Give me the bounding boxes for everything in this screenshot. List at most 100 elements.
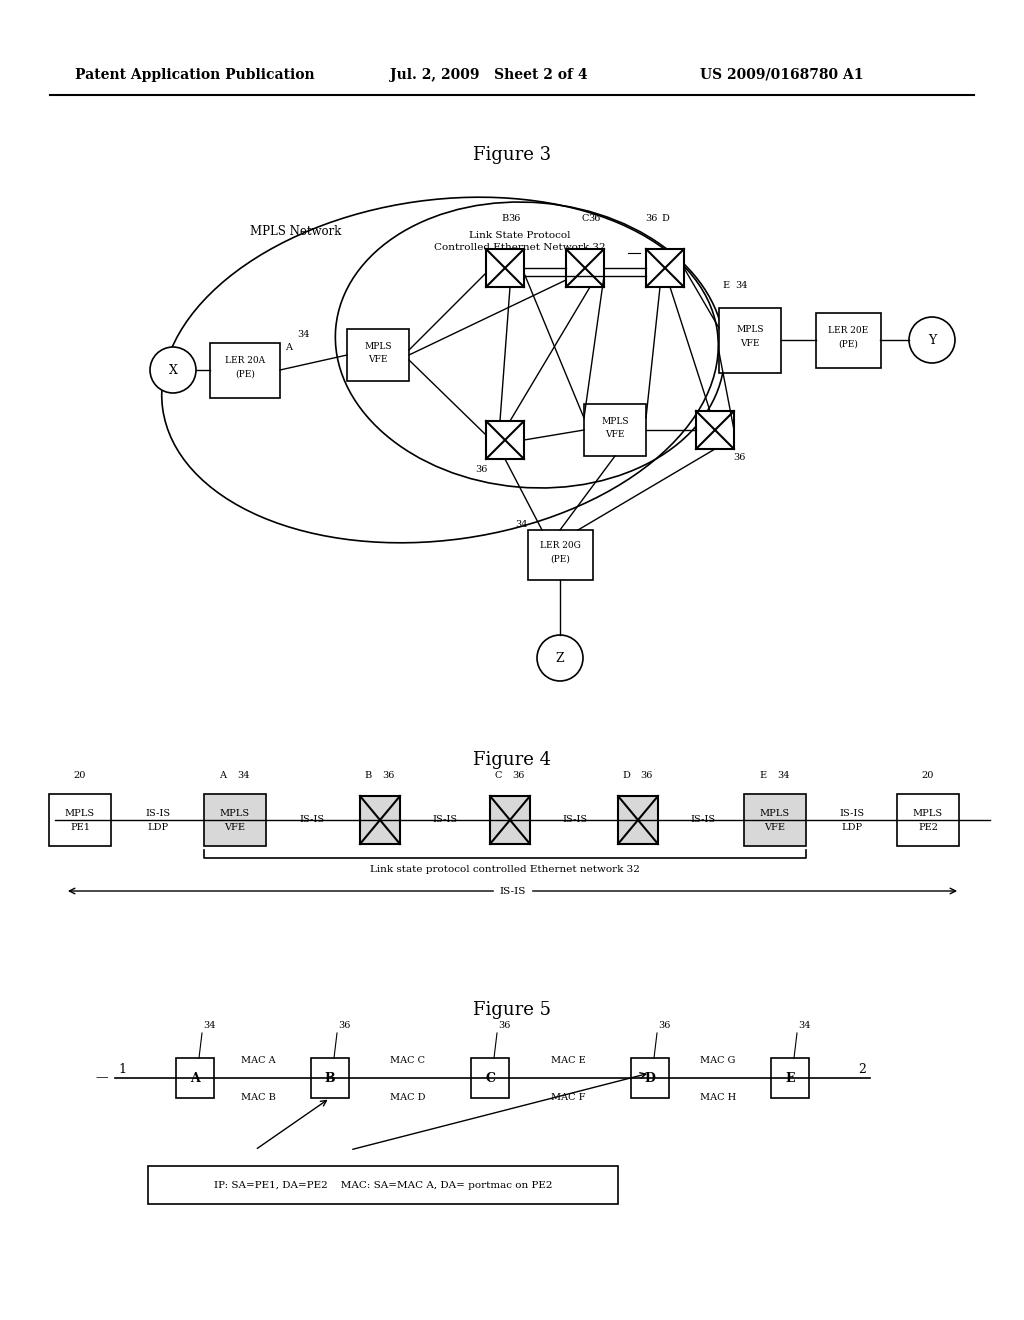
Text: 36: 36 <box>512 771 524 780</box>
Text: LER 20A: LER 20A <box>225 356 265 366</box>
Text: Y: Y <box>928 334 936 346</box>
Text: IS-IS: IS-IS <box>562 816 588 825</box>
Text: MAC A: MAC A <box>241 1056 275 1065</box>
Text: D: D <box>644 1072 655 1085</box>
FancyBboxPatch shape <box>486 421 524 459</box>
FancyBboxPatch shape <box>527 531 593 579</box>
Text: 36: 36 <box>498 1020 510 1030</box>
Text: Figure 4: Figure 4 <box>473 751 551 770</box>
Text: LER 20E: LER 20E <box>827 326 868 335</box>
Text: IS-IS: IS-IS <box>690 816 716 825</box>
Ellipse shape <box>537 635 583 681</box>
FancyBboxPatch shape <box>210 342 280 397</box>
Text: US 2009/0168780 A1: US 2009/0168780 A1 <box>700 69 863 82</box>
Ellipse shape <box>150 347 196 393</box>
Text: C: C <box>495 771 502 780</box>
FancyBboxPatch shape <box>646 249 684 286</box>
Text: 34: 34 <box>735 281 748 290</box>
Text: D: D <box>662 214 669 223</box>
Text: VFE: VFE <box>224 822 246 832</box>
Text: IS-IS: IS-IS <box>500 887 525 895</box>
Text: LER 20G: LER 20G <box>540 541 581 550</box>
FancyBboxPatch shape <box>311 1059 349 1098</box>
FancyBboxPatch shape <box>490 796 530 843</box>
Text: MAC H: MAC H <box>699 1093 736 1102</box>
FancyBboxPatch shape <box>618 796 658 843</box>
Text: D: D <box>622 771 630 780</box>
Text: B: B <box>502 214 509 223</box>
Text: Jul. 2, 2009   Sheet 2 of 4: Jul. 2, 2009 Sheet 2 of 4 <box>390 69 588 82</box>
Text: VFE: VFE <box>765 822 785 832</box>
Text: 36: 36 <box>645 214 657 223</box>
Text: MPLS: MPLS <box>913 808 943 817</box>
Text: MAC F: MAC F <box>551 1093 586 1102</box>
FancyBboxPatch shape <box>347 329 409 381</box>
Text: B: B <box>325 1072 335 1085</box>
FancyBboxPatch shape <box>176 1059 214 1098</box>
Text: IS-IS: IS-IS <box>299 816 325 825</box>
Text: MPLS: MPLS <box>365 342 392 351</box>
Text: E: E <box>785 1072 795 1085</box>
FancyBboxPatch shape <box>696 411 734 449</box>
Text: MAC D: MAC D <box>390 1093 426 1102</box>
Text: 2: 2 <box>858 1063 866 1076</box>
Text: IS-IS: IS-IS <box>432 816 458 825</box>
Text: IS-IS: IS-IS <box>145 808 171 817</box>
Text: MPLS Network: MPLS Network <box>250 224 341 238</box>
Text: 36: 36 <box>640 771 652 780</box>
Text: B: B <box>365 771 372 780</box>
Text: PE1: PE1 <box>70 822 90 832</box>
Text: A: A <box>219 771 226 780</box>
Text: Figure 3: Figure 3 <box>473 147 551 164</box>
Text: VFE: VFE <box>369 355 388 364</box>
FancyBboxPatch shape <box>815 313 881 367</box>
Text: MAC G: MAC G <box>700 1056 735 1065</box>
Text: (PE): (PE) <box>550 554 570 564</box>
Text: 36: 36 <box>508 214 520 223</box>
FancyBboxPatch shape <box>771 1059 809 1098</box>
Text: (PE): (PE) <box>838 341 858 348</box>
Text: VFE: VFE <box>740 339 760 348</box>
Text: 36: 36 <box>658 1020 671 1030</box>
FancyBboxPatch shape <box>566 249 604 286</box>
Text: IP: SA=PE1, DA=PE2    MAC: SA=MAC A, DA= portmac on PE2: IP: SA=PE1, DA=PE2 MAC: SA=MAC A, DA= po… <box>214 1180 552 1189</box>
Text: PE2: PE2 <box>918 822 938 832</box>
Text: MPLS: MPLS <box>601 417 629 426</box>
Text: —: — <box>96 1072 109 1085</box>
Text: 36: 36 <box>733 453 745 462</box>
Text: 1: 1 <box>118 1063 126 1076</box>
Text: MPLS: MPLS <box>65 808 95 817</box>
Text: MAC C: MAC C <box>390 1056 426 1065</box>
FancyBboxPatch shape <box>744 795 806 846</box>
Text: 36: 36 <box>588 214 600 223</box>
Text: IS-IS: IS-IS <box>840 808 864 817</box>
Text: 36: 36 <box>475 465 487 474</box>
Text: C: C <box>485 1072 495 1085</box>
Text: MPLS: MPLS <box>736 325 764 334</box>
Text: A: A <box>285 343 292 352</box>
FancyBboxPatch shape <box>631 1059 669 1098</box>
Text: MAC B: MAC B <box>241 1093 275 1102</box>
FancyBboxPatch shape <box>49 795 111 846</box>
Text: E: E <box>722 281 729 290</box>
Text: Link State Protocol: Link State Protocol <box>469 231 570 240</box>
FancyBboxPatch shape <box>584 404 646 455</box>
Text: MPLS: MPLS <box>220 808 250 817</box>
FancyBboxPatch shape <box>204 795 266 846</box>
Text: Figure 5: Figure 5 <box>473 1001 551 1019</box>
Text: C: C <box>582 214 589 223</box>
Text: MAC E: MAC E <box>551 1056 586 1065</box>
Text: 34: 34 <box>798 1020 811 1030</box>
FancyBboxPatch shape <box>719 308 781 372</box>
Text: Z: Z <box>556 652 564 664</box>
Text: Controlled Ethernet Network 32: Controlled Ethernet Network 32 <box>434 243 606 252</box>
Text: A: A <box>190 1072 200 1085</box>
FancyBboxPatch shape <box>471 1059 509 1098</box>
Text: (PE): (PE) <box>236 370 255 379</box>
Text: 36: 36 <box>382 771 394 780</box>
Text: MPLS: MPLS <box>760 808 791 817</box>
Text: 20: 20 <box>74 771 86 780</box>
FancyBboxPatch shape <box>360 796 400 843</box>
Text: E: E <box>760 771 767 780</box>
Text: 34: 34 <box>515 520 527 529</box>
